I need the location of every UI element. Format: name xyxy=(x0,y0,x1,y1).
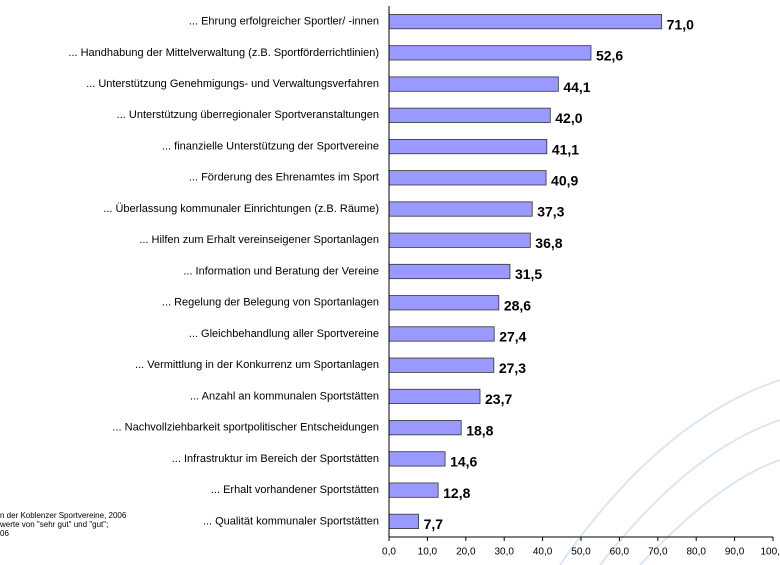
category-label: ... Information und Beratung der Vereine xyxy=(183,265,379,277)
bar xyxy=(388,14,663,30)
x-tick-label: 80,0 xyxy=(686,547,706,558)
x-tick-label: 0,0 xyxy=(382,547,396,558)
bar xyxy=(388,482,439,498)
category-label: ... Förderung des Ehrenamtes im Sport xyxy=(189,172,379,184)
category-label: ... Unterstützung Genehmigungs- und Verw… xyxy=(86,78,379,90)
footnote: werte von "sehr gut" und "gut"; xyxy=(0,520,108,529)
value-label: 44,1 xyxy=(563,79,590,95)
bar xyxy=(388,326,495,342)
value-label: 31,5 xyxy=(515,266,542,282)
category-label: ... Hilfen zum Erhalt vereinseigener Spo… xyxy=(139,234,379,246)
category-label: ... Qualität kommunaler Sportstätten xyxy=(203,515,379,527)
category-label: ... Handhabung der Mittelverwaltung (z.B… xyxy=(68,47,379,59)
bar xyxy=(388,107,551,123)
value-label: 37,3 xyxy=(537,204,564,220)
category-label: ... Gleichbehandlung aller Sportvereine xyxy=(189,328,379,340)
x-tick-label: 100,0 xyxy=(760,547,780,558)
value-label: 14,6 xyxy=(450,454,477,470)
value-label: 40,9 xyxy=(551,172,578,188)
bar xyxy=(388,513,419,529)
category-label: ... Regelung der Belegung von Sportanlag… xyxy=(162,297,379,309)
x-tick-label: 70,0 xyxy=(648,547,668,558)
x-tick-label: 60,0 xyxy=(610,547,630,558)
value-label: 18,8 xyxy=(466,422,493,438)
bar xyxy=(388,388,481,405)
bar xyxy=(388,232,531,248)
category-label: ... Nachvollziehbarkeit sportpolitischer… xyxy=(112,422,379,434)
x-tick-label: 90,0 xyxy=(725,547,745,558)
bar xyxy=(388,420,462,436)
category-label: ... Infrastruktur im Bereich der Sportst… xyxy=(172,453,379,465)
category-label: ... Vermittlung in der Konkurrenz um Spo… xyxy=(135,359,379,371)
value-label: 42,0 xyxy=(555,110,582,126)
footnote: 06 xyxy=(0,529,9,538)
background-decoration xyxy=(559,379,780,565)
value-label: 7,7 xyxy=(424,516,444,532)
category-label: ... Überlassung kommunaler Einrichtungen… xyxy=(103,203,379,215)
footnote: n der Koblenzer Sportvereine, 2006 xyxy=(0,511,127,520)
value-label: 12,8 xyxy=(443,485,470,501)
x-tick-label: 30,0 xyxy=(494,547,514,558)
value-label: 52,6 xyxy=(596,48,623,64)
category-label: ... Erhalt vorhandener Sportstätten xyxy=(211,484,379,496)
value-label: 71,0 xyxy=(667,16,694,32)
x-tick-label: 10,0 xyxy=(418,547,438,558)
category-label: ... Unterstützung überregionaler Sportve… xyxy=(117,109,379,121)
value-label: 28,6 xyxy=(504,297,531,313)
bar xyxy=(388,45,592,61)
value-label: 41,1 xyxy=(552,141,579,157)
bar xyxy=(388,357,495,373)
bar xyxy=(388,295,500,311)
x-tick-label: 20,0 xyxy=(456,547,476,558)
category-label: ... Ehrung erfolgreicher Sportler/ -inne… xyxy=(189,16,379,28)
value-label: 27,4 xyxy=(499,329,526,345)
category-label: ... Anzahl an kommunalen Sportstätten xyxy=(190,390,379,402)
value-label: 27,3 xyxy=(499,360,526,376)
bar xyxy=(388,201,533,217)
x-tick-label: 40,0 xyxy=(533,547,553,558)
bar xyxy=(388,138,548,155)
bar xyxy=(388,451,446,467)
bar xyxy=(388,263,511,280)
category-label: ... finanzielle Unterstützung der Sportv… xyxy=(162,140,379,152)
value-label: 36,8 xyxy=(535,235,562,251)
bar xyxy=(388,170,547,186)
x-tick-label: 50,0 xyxy=(571,547,591,558)
bar xyxy=(388,76,559,92)
value-label: 23,7 xyxy=(485,391,512,407)
